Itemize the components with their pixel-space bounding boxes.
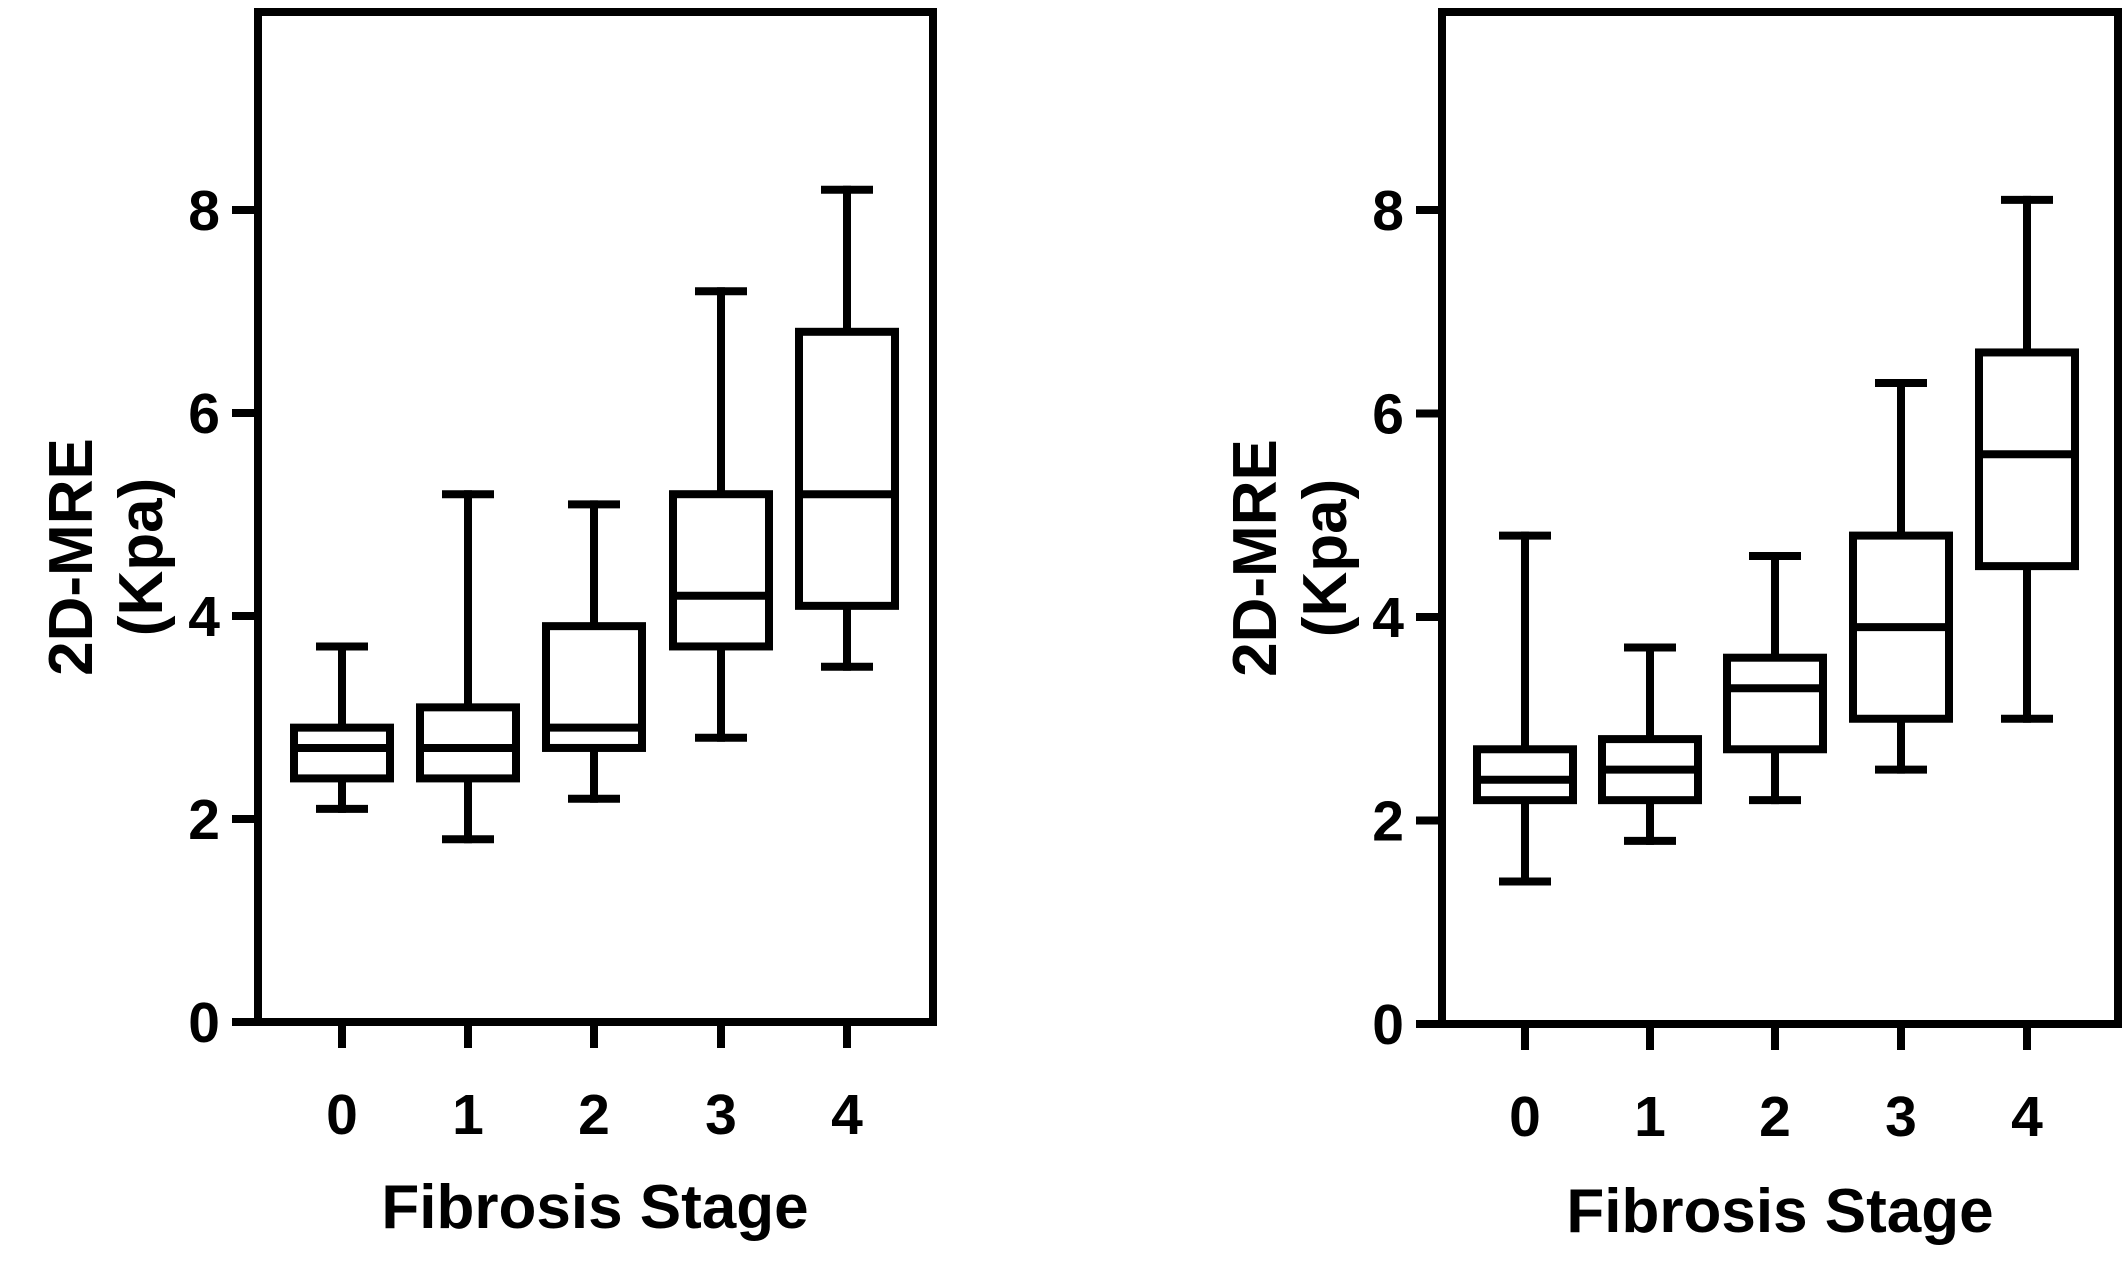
- y-tick-label: 2: [188, 788, 220, 852]
- y-tick-label: 6: [188, 382, 220, 446]
- x-tick-label: 2: [578, 1083, 610, 1147]
- iqr-box: [1723, 653, 1827, 754]
- iqr-box: [795, 327, 899, 610]
- x-tick-label: 0: [326, 1083, 358, 1147]
- iqr-box: [1975, 348, 2079, 571]
- x-axis-title: Fibrosis Stage: [381, 1173, 808, 1242]
- iqr-box: [1473, 745, 1577, 805]
- x-tick-label: 3: [1885, 1085, 1917, 1149]
- y-axis-title: 2D-MRE(Kpa): [1221, 439, 1360, 677]
- y-tick-label: 0: [188, 991, 220, 1055]
- y-tick-label: 4: [1372, 586, 1404, 650]
- iqr-box: [669, 490, 773, 651]
- y-tick-label: 0: [1372, 993, 1404, 1057]
- x-tick-label: 1: [1634, 1085, 1666, 1149]
- x-tick-label: 4: [2011, 1085, 2043, 1149]
- box-stage-1: [416, 490, 520, 844]
- y-tick-label: 8: [1372, 179, 1404, 243]
- box-stage-2: [1723, 551, 1827, 805]
- x-tick-label: 1: [452, 1083, 484, 1147]
- y-tick-label: 2: [1372, 790, 1404, 854]
- x-axis-title: Fibrosis Stage: [1566, 1177, 1993, 1246]
- y-axis-title: 2D-MRE(Kpa): [37, 438, 176, 676]
- iqr-box: [416, 703, 520, 783]
- box-stage-3: [1849, 378, 1953, 774]
- box-stage-3: [669, 287, 773, 742]
- box-stage-1: [1598, 643, 1702, 845]
- x-tick-label: 0: [1509, 1085, 1541, 1149]
- y-tick-label: 6: [1372, 383, 1404, 447]
- iqr-box: [290, 723, 394, 783]
- x-tick-label: 3: [705, 1083, 737, 1147]
- box-stage-4: [795, 185, 899, 671]
- x-tick-label: 4: [831, 1083, 863, 1147]
- box-stage-0: [1473, 531, 1577, 886]
- x-tick-label: 2: [1759, 1085, 1791, 1149]
- box-stage-2: [542, 500, 646, 803]
- box-stage-4: [1975, 195, 2079, 723]
- plot-frame: [1438, 8, 2122, 1028]
- box-stage-0: [290, 642, 394, 813]
- y-tick-label: 4: [188, 585, 220, 649]
- y-tick-label: 8: [188, 179, 220, 243]
